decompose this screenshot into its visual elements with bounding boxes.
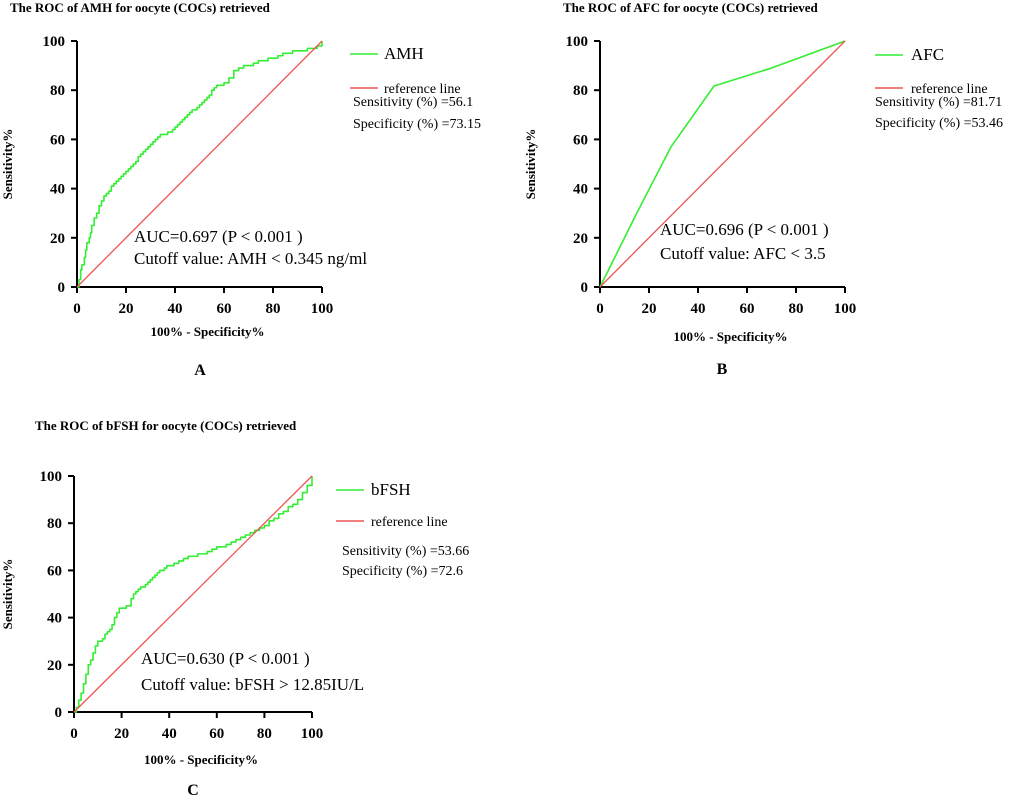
panel-letter: B — [717, 361, 728, 378]
y-tick-label: 0 — [55, 705, 63, 721]
x-tick-label: 80 — [789, 301, 804, 317]
y-tick-label: 40 — [47, 611, 62, 627]
x-tick-label: 20 — [642, 301, 657, 317]
y-tick-label: 80 — [47, 516, 62, 532]
legend-label: reference line — [371, 515, 448, 530]
x-tick-label: 80 — [257, 726, 272, 742]
cutoff-annotation: Cutoff value: AFC < 3.5 — [660, 244, 826, 263]
y-axis-label: Sensitivity% — [0, 129, 15, 200]
auc-annotation: AUC=0.630 (P < 0.001 ) — [141, 649, 310, 668]
roc-curve-amh — [77, 41, 323, 288]
x-axis-label: 100% - Specificity% — [150, 324, 264, 339]
x-tick-label: 40 — [691, 301, 706, 317]
y-tick-label: 40 — [573, 182, 588, 198]
x-tick-label: 100 — [301, 726, 324, 742]
y-tick-label: 100 — [566, 34, 589, 50]
x-tick-label: 40 — [168, 301, 183, 317]
x-tick-label: 100 — [834, 301, 857, 317]
y-tick-label: 20 — [573, 231, 588, 247]
legend-label: AMH — [384, 44, 424, 63]
panel-letter: C — [187, 782, 199, 798]
legend: AMH reference line — [350, 44, 461, 97]
x-tick-label: 0 — [596, 301, 604, 317]
panel-letter: A — [194, 362, 206, 379]
x-tick-label: 20 — [114, 726, 129, 742]
reference-line — [76, 40, 323, 288]
legend-label: reference line — [911, 82, 988, 97]
x-tick-label: 100 — [311, 301, 334, 317]
x-tick-label: 80 — [266, 301, 281, 317]
legend-label: bFSH — [371, 480, 411, 499]
auc-annotation: AUC=0.696 (P < 0.001 ) — [660, 220, 829, 239]
roc-panel-a: The ROC of AMH for oocyte (COCs) retriev… — [0, 0, 481, 379]
roc-curve-afc — [599, 40, 846, 288]
y-tick-label: 40 — [50, 182, 65, 198]
x-axis-label: 100% - Specificity% — [144, 752, 258, 767]
roc-panel-b: The ROC of AFC for oocyte (COCs) retriev… — [523, 0, 1003, 378]
x-tick-label: 40 — [162, 726, 177, 742]
roc-curve-bfsh — [74, 476, 313, 713]
specificity-stat: Specificity (%) =53.46 — [875, 116, 1003, 131]
x-tick-label: 0 — [70, 726, 78, 742]
y-axis-label: Sensitivity% — [0, 559, 15, 630]
x-tick-label: 60 — [740, 301, 755, 317]
sensitivity-stat: Sensitivity (%) =53.66 — [342, 544, 469, 559]
y-tick-label: 100 — [43, 34, 66, 50]
roc-panel-c: The ROC of bFSH for oocyte (COCs) retrie… — [0, 418, 469, 798]
y-tick-label: 60 — [47, 563, 62, 579]
chart-title: The ROC of AFC for oocyte (COCs) retriev… — [563, 0, 819, 15]
y-tick-label: 0 — [58, 280, 66, 296]
x-tick-label: 20 — [119, 301, 134, 317]
chart-title: The ROC of bFSH for oocyte (COCs) retrie… — [35, 418, 297, 433]
x-tick-label: 0 — [73, 301, 81, 317]
y-tick-label: 20 — [47, 658, 62, 674]
reference-line — [599, 40, 846, 288]
x-tick-label: 60 — [209, 726, 224, 742]
cutoff-annotation: Cutoff value: AMH < 0.345 ng/ml — [134, 249, 367, 268]
cutoff-annotation: Cutoff value: bFSH > 12.85IU/L — [141, 675, 364, 694]
chart-title: The ROC of AMH for oocyte (COCs) retriev… — [10, 0, 271, 15]
y-tick-label: 0 — [581, 280, 589, 296]
legend-label: reference line — [384, 82, 461, 97]
x-tick-label: 60 — [217, 301, 232, 317]
sensitivity-stat: Sensitivity (%) =56.1 — [353, 95, 473, 110]
x-axis-label: 100% - Specificity% — [673, 329, 787, 344]
y-axis-label: Sensitivity% — [523, 129, 538, 200]
legend: AFC reference line — [875, 45, 988, 97]
y-tick-label: 80 — [573, 83, 588, 99]
y-tick-label: 20 — [50, 231, 65, 247]
auc-annotation: AUC=0.697 (P < 0.001 ) — [134, 227, 303, 246]
y-tick-label: 100 — [40, 469, 63, 485]
specificity-stat: Specificity (%) =73.15 — [353, 117, 481, 132]
y-tick-label: 80 — [50, 83, 65, 99]
y-tick-label: 60 — [573, 132, 588, 148]
y-tick-label: 60 — [50, 132, 65, 148]
specificity-stat: Specificity (%) =72.6 — [342, 564, 463, 579]
legend: bFSH reference line — [336, 480, 448, 530]
reference-line — [73, 475, 313, 713]
sensitivity-stat: Sensitivity (%) =81.71 — [875, 95, 1002, 110]
legend-label: AFC — [911, 45, 944, 64]
